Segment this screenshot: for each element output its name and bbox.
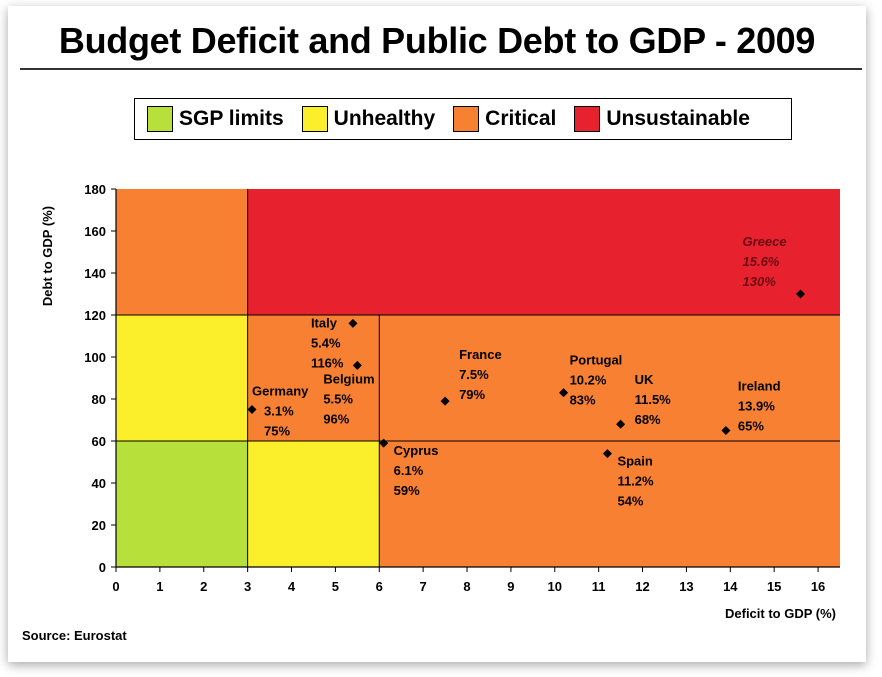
zone-layer	[116, 189, 841, 567]
y-tick-label: 160	[84, 224, 106, 239]
point-label-debt-spain: 54%	[617, 494, 643, 509]
scatter-plot: 0 1 2 3 4 5 6 7 8 9 10 11 12 13 14 15 160204060801001201…	[40, 182, 841, 621]
legend-swatch-sgp-limits	[147, 106, 173, 132]
point-label-deficit-france: 7.5%	[459, 367, 489, 382]
y-tick-label: 140	[84, 266, 106, 281]
point-label-deficit-portugal: 10.2%	[570, 373, 607, 388]
y-tick-label: 60	[92, 434, 106, 449]
x-tick-label: 16	[811, 579, 825, 594]
point-germany	[247, 404, 257, 415]
point-label-deficit-greece: 15.6%	[743, 254, 780, 269]
point-label-debt-belgium: 96%	[323, 411, 349, 426]
x-tick-label: 3	[244, 579, 251, 594]
zone-unhealthy-1	[247, 441, 380, 567]
point-label-debt-greece: 130%	[743, 274, 777, 289]
x-tick-label: 7	[420, 579, 427, 594]
legend-swatch-unhealthy	[301, 106, 328, 132]
point-label-deficit-germany: 3.1%	[264, 404, 294, 419]
point-label-name-germany: Germany	[252, 384, 309, 399]
point-label-deficit-italy: 5.4%	[311, 335, 341, 350]
y-tick-label: 100	[84, 350, 106, 365]
legend-item-critical: Critical	[453, 106, 556, 132]
x-tick-label: 8	[463, 579, 470, 594]
x-tick-label: 4	[288, 579, 296, 594]
x-tick-label: 6	[376, 579, 383, 594]
point-label-debt-ireland: 65%	[738, 419, 764, 434]
point-label-name-uk: UK	[635, 372, 654, 387]
legend-item-unhealthy: Unhealthy	[301, 106, 436, 132]
x-tick-label: 5	[332, 579, 339, 594]
point-label-debt-germany: 75%	[264, 424, 290, 439]
point-label-name-france: France	[459, 347, 502, 362]
y-axis-label: Debt to GDP (%)	[40, 206, 55, 306]
legend-item-unsustainable: Unsustainable	[574, 106, 750, 132]
x-tick-label: 13	[679, 579, 693, 594]
x-tick-label: 14	[723, 579, 738, 594]
x-tick-label: 11	[592, 579, 606, 594]
point-label-name-cyprus: Cyprus	[394, 443, 439, 458]
legend-label-unhealthy: Unhealthy	[333, 107, 436, 130]
point-label-deficit-spain: 11.2%	[617, 474, 654, 489]
points-layer: Germany 3.1% 75% Italy 5.4% 116%Belgium 5.5% 96…	[247, 234, 806, 509]
point-label-deficit-cyprus: 6.1%	[394, 463, 424, 478]
zone-critical-5	[116, 189, 248, 315]
point-label-name-portugal: Portugal	[570, 353, 623, 368]
x-tick-label: 0	[112, 579, 119, 594]
legend: SGP limits Unhealthy Critical Unsustaina…	[134, 98, 792, 140]
y-tick-label: 80	[92, 392, 106, 407]
point-label-debt-uk: 68%	[635, 412, 661, 427]
x-tick-label: 15	[767, 579, 781, 594]
x-tick-label: 12	[635, 579, 649, 594]
point-label-debt-cyprus: 59%	[394, 483, 420, 498]
point-label-name-ireland: Ireland	[738, 379, 781, 394]
x-tick-label: 9	[507, 579, 514, 594]
zone-sgp-limits-0	[116, 441, 248, 567]
point-label-deficit-uk: 11.5%	[635, 392, 672, 407]
legend-label-critical: Critical	[485, 107, 557, 130]
y-tick-label: 40	[92, 476, 106, 491]
point-label-deficit-belgium: 5.5%	[323, 391, 353, 406]
legend-label-sgp-limits: SGP limits	[179, 107, 284, 130]
legend-swatch-critical	[453, 106, 480, 132]
x-tick-label: 10	[548, 579, 562, 594]
point-label-name-belgium: Belgium	[323, 371, 374, 386]
axes-layer: 0 1 2 3 4 5 6 7 8 9 10 11 12 13 14 15 160204060801001201…	[84, 182, 840, 594]
point-label-name-greece: Greece	[743, 234, 787, 249]
point-label-name-italy: Italy	[311, 315, 338, 330]
y-tick-label: 0	[99, 560, 106, 575]
source-note: Source: Eurostat	[22, 628, 127, 643]
zone-critical-4	[247, 315, 841, 441]
zone-critical-3	[379, 441, 840, 567]
y-tick-label: 180	[84, 182, 106, 197]
x-axis-label: Deficit to GDP (%)	[725, 606, 836, 621]
legend-item-sgp-limits: SGP limits	[147, 106, 284, 132]
legend-swatch-unsustainable	[574, 106, 601, 132]
chart-title: Budget Deficit and Public Debt to GDP - …	[58, 20, 816, 61]
y-tick-label: 20	[92, 518, 106, 533]
zone-unhealthy-2	[116, 315, 248, 441]
legend-label-unsustainable: Unsustainable	[606, 107, 750, 130]
x-tick-label: 1	[156, 579, 163, 594]
zone-unsustainable-6	[247, 189, 841, 315]
point-label-debt-portugal: 83%	[570, 393, 596, 408]
x-tick-label: 2	[200, 579, 207, 594]
point-label-debt-france: 79%	[459, 387, 485, 402]
chart-card: Budget Deficit and Public Debt to GDP - …	[8, 6, 866, 662]
point-label-deficit-ireland: 13.9%	[738, 399, 775, 414]
point-label-name-spain: Spain	[617, 454, 652, 469]
title-divider	[20, 68, 862, 70]
point-label-debt-italy: 116%	[311, 355, 344, 370]
y-tick-label: 120	[84, 308, 106, 323]
